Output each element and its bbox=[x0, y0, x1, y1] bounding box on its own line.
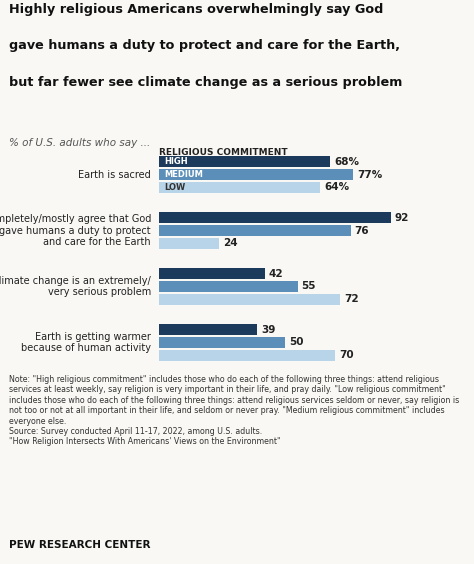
Bar bbox=[159, 337, 285, 348]
Bar bbox=[159, 268, 265, 279]
Bar bbox=[159, 237, 219, 249]
Bar bbox=[159, 324, 257, 336]
Text: HIGH: HIGH bbox=[164, 157, 187, 166]
Text: Earth is getting warmer
because of human activity: Earth is getting warmer because of human… bbox=[21, 332, 151, 353]
Bar bbox=[159, 350, 336, 361]
Text: gave humans a duty to protect and care for the Earth,: gave humans a duty to protect and care f… bbox=[9, 39, 401, 52]
Text: 68%: 68% bbox=[334, 157, 359, 167]
Text: 64%: 64% bbox=[324, 182, 349, 192]
Text: 76: 76 bbox=[355, 226, 369, 236]
Bar bbox=[159, 225, 351, 236]
Text: RELIGIOUS COMMITMENT: RELIGIOUS COMMITMENT bbox=[159, 148, 287, 157]
Text: 72: 72 bbox=[344, 294, 359, 304]
Text: 92: 92 bbox=[395, 213, 409, 223]
Bar bbox=[159, 212, 391, 223]
Bar bbox=[159, 182, 320, 193]
Bar bbox=[159, 156, 330, 168]
Text: 55: 55 bbox=[301, 281, 316, 292]
Text: PEW RESEARCH CENTER: PEW RESEARCH CENTER bbox=[9, 540, 151, 550]
Text: % of U.S. adults who say ...: % of U.S. adults who say ... bbox=[9, 138, 151, 148]
Bar bbox=[159, 294, 340, 305]
Text: but far fewer see climate change as a serious problem: but far fewer see climate change as a se… bbox=[9, 76, 403, 89]
Text: 50: 50 bbox=[289, 337, 303, 347]
Text: 70: 70 bbox=[339, 350, 354, 360]
Text: 24: 24 bbox=[223, 238, 238, 248]
Text: Note: "High religious commitment" includes those who do each of the following th: Note: "High religious commitment" includ… bbox=[9, 375, 460, 447]
Text: Earth is sacred: Earth is sacred bbox=[78, 170, 151, 179]
Text: 77%: 77% bbox=[357, 170, 382, 179]
Text: MEDIUM: MEDIUM bbox=[164, 170, 203, 179]
Text: 39: 39 bbox=[261, 325, 275, 334]
Bar bbox=[159, 281, 298, 292]
Text: Completely/mostly agree that God
gave humans a duty to protect
and care for the : Completely/mostly agree that God gave hu… bbox=[0, 214, 151, 247]
Bar bbox=[159, 169, 353, 180]
Text: Highly religious Americans overwhelmingly say God: Highly religious Americans overwhelmingl… bbox=[9, 3, 384, 16]
Text: 42: 42 bbox=[269, 269, 283, 279]
Text: Climate change is an extremely/
very serious problem: Climate change is an extremely/ very ser… bbox=[0, 276, 151, 297]
Text: LOW: LOW bbox=[164, 183, 185, 192]
